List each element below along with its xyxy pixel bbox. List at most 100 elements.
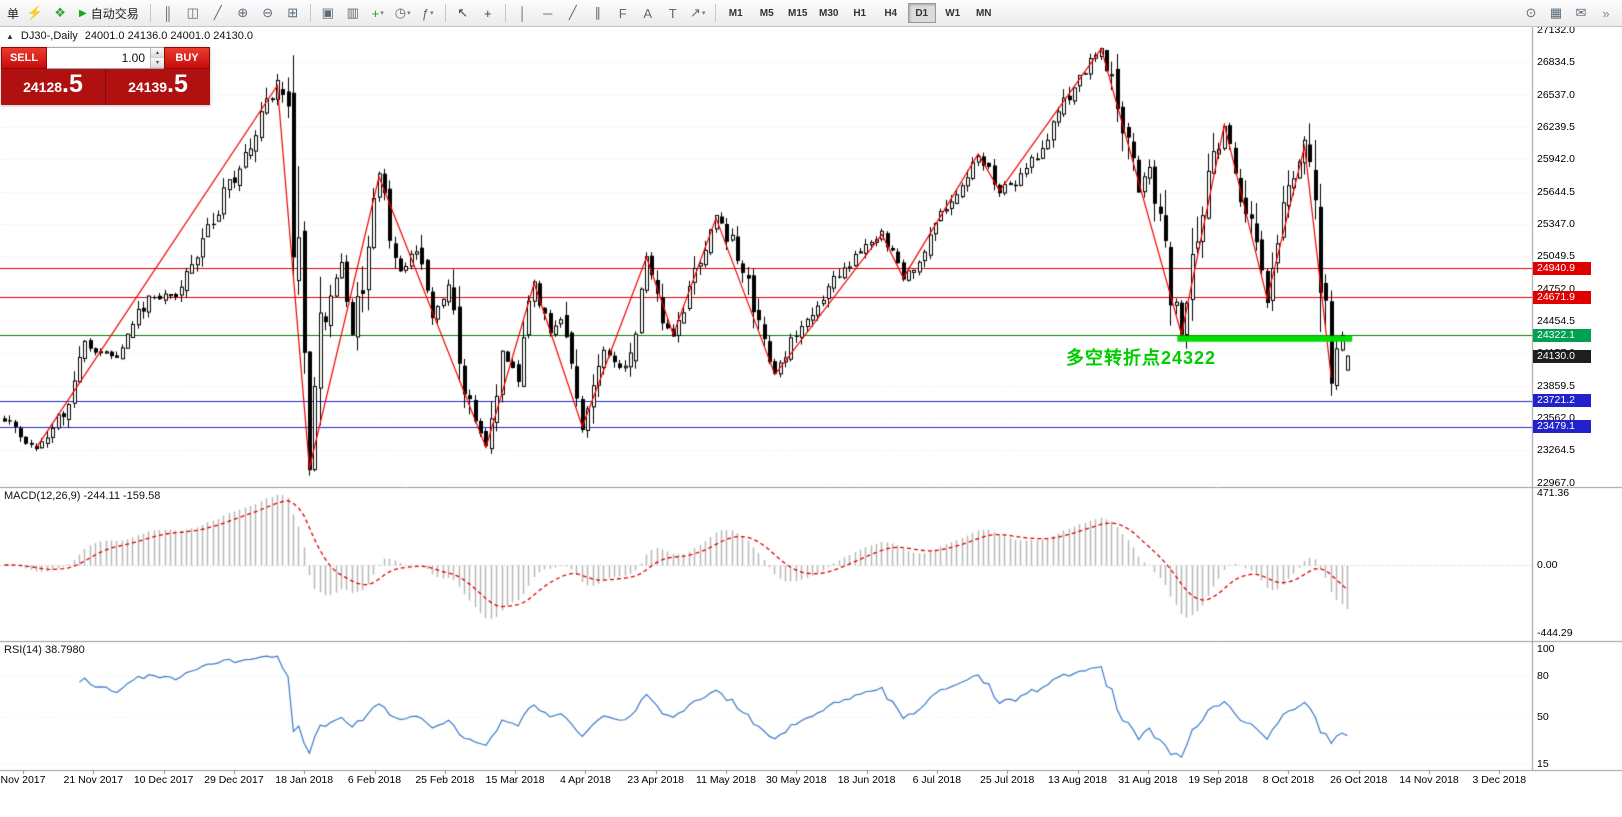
tile-windows-icon[interactable]: ⊞ xyxy=(281,3,305,23)
one-click-trading-panel: SELL 1.00 ▴ ▾ BUY 24128 .5 24139 .5 xyxy=(1,47,210,105)
new-chart-icon: + xyxy=(371,5,380,21)
horizontal-line-icon: ─ xyxy=(543,5,553,21)
timeframe-button-m1[interactable]: M1 xyxy=(728,7,743,19)
vertical-line-icon: │ xyxy=(518,5,527,21)
data-window-icon: ▦ xyxy=(1549,5,1563,20)
volume-down-button[interactable]: ▾ xyxy=(151,58,164,68)
toolbar-separator xyxy=(149,4,151,22)
zoom-out-icon: ⊖ xyxy=(262,5,274,20)
indicators-icon[interactable]: ƒ ▾ xyxy=(416,3,440,23)
sell-button[interactable]: SELL xyxy=(1,47,47,69)
sell-price-main: 24128 xyxy=(23,79,63,95)
volume-up-button[interactable]: ▴ xyxy=(151,48,164,58)
line-chart-icon[interactable]: ╱ xyxy=(206,3,230,23)
candlestick-chart-icon: ◫ xyxy=(186,5,199,20)
periods-icon: ◷ xyxy=(394,5,407,20)
volume-value: 1.00 xyxy=(121,51,145,65)
bar-chart-icon: ║ xyxy=(163,5,173,21)
rsi-indicator-label: RSI(14) 38.7980 xyxy=(4,644,85,656)
symbol-period-label: DJ30-,Daily xyxy=(20,30,78,42)
timeframe-button-d1[interactable]: D1 xyxy=(907,3,936,23)
dropdown-caret-icon: ▾ xyxy=(430,10,434,17)
arrange-auto-icon: ▣ xyxy=(321,5,334,20)
timeframe-button-m30[interactable]: M30 xyxy=(819,7,839,19)
sell-price-pips: .5 xyxy=(62,70,83,98)
toolbar-overflow-icon: » xyxy=(1602,5,1610,21)
autotrade-play-icon: ▶ xyxy=(79,7,87,19)
fibonacci-icon: F xyxy=(618,5,627,21)
autotrade-button[interactable]: ▶ 自动交易 xyxy=(73,3,145,23)
arrows-icon[interactable]: ↗ ▾ xyxy=(686,3,710,23)
search-icon: ⊙ xyxy=(1525,5,1537,20)
line-chart-icon: ╱ xyxy=(213,5,222,20)
macd-indicator-label: MACD(12,26,9) -244.11 -159.58 xyxy=(4,490,161,502)
trendline-icon: ╱ xyxy=(568,5,577,20)
periods-icon[interactable]: ◷ ▾ xyxy=(391,3,415,23)
indicators-icon: ƒ xyxy=(421,5,430,21)
timeframe-button-h4[interactable]: H4 xyxy=(884,7,898,19)
toolbar-overflow-icon[interactable]: » xyxy=(1594,3,1618,23)
one-click-trading-toggle-icon[interactable]: ▲ xyxy=(6,31,14,41)
arrange-windows-icon: ▥ xyxy=(346,5,359,20)
toolbar: 单 ⚡ ❖ ▶ 自动交易 ║ ◫ ╱ ⊕ ⊖ ⊞ ▣ ▥ + ▾ ◷ ▾ ƒ ▾ ↖ + │ ─ ╱ ∥ F A T ↗ ▾ M1 M5 M15… xyxy=(0,0,1622,27)
crosshair-icon: + xyxy=(483,5,492,21)
toolbar-separator xyxy=(504,4,506,22)
toolbar-separator xyxy=(444,4,446,22)
data-window-icon[interactable]: ▦ xyxy=(1544,3,1568,23)
cursor-icon: ↖ xyxy=(457,5,469,20)
arrange-windows-icon[interactable]: ▥ xyxy=(341,3,365,23)
channel-icon: ∥ xyxy=(594,5,601,20)
cursor-icon[interactable]: ↖ xyxy=(451,3,475,23)
horizontal-line-icon[interactable]: ─ xyxy=(536,3,560,23)
label-icon: T xyxy=(668,5,677,21)
new-order-icon[interactable]: ⚡ xyxy=(23,3,47,23)
dropdown-caret-icon: ▾ xyxy=(380,10,384,17)
text-icon[interactable]: A xyxy=(636,3,660,23)
buy-price-main: 24139 xyxy=(128,79,168,95)
chart-ohlc-header: ▲ DJ30-,Daily 24001.0 24136.0 24001.0 24… xyxy=(6,30,253,42)
fibonacci-icon[interactable]: F xyxy=(611,3,635,23)
chat-icon: ✉ xyxy=(1575,5,1587,20)
timeframe-button-w1[interactable]: W1 xyxy=(945,7,961,19)
label-icon[interactable]: T xyxy=(661,3,685,23)
chat-icon[interactable]: ✉ xyxy=(1569,3,1593,23)
zoom-out-icon[interactable]: ⊖ xyxy=(256,3,280,23)
ohlc-values: 24001.0 24136.0 24001.0 24130.0 xyxy=(84,30,253,42)
timeframe-button-h1[interactable]: H1 xyxy=(853,7,867,19)
zoom-in-icon[interactable]: ⊕ xyxy=(231,3,255,23)
toolbar-separator xyxy=(714,4,716,22)
expert-advisors-icon: ❖ xyxy=(54,5,66,20)
search-icon[interactable]: ⊙ xyxy=(1519,3,1543,23)
buy-button[interactable]: BUY xyxy=(164,47,210,69)
chart-canvas[interactable] xyxy=(0,27,1622,817)
bar-chart-icon[interactable]: ║ xyxy=(156,3,180,23)
sell-price-display[interactable]: 24128 .5 xyxy=(1,69,106,105)
volume-spinner: ▴ ▾ xyxy=(150,48,164,68)
timeframe-button-mn[interactable]: MN xyxy=(975,7,992,19)
autotrade-label: 自动交易 xyxy=(90,6,139,21)
text-icon: A xyxy=(643,5,653,21)
zoom-in-icon: ⊕ xyxy=(237,5,249,20)
candlestick-chart-icon[interactable]: ◫ xyxy=(181,3,205,23)
arrows-icon: ↗ xyxy=(690,5,701,20)
timeframe-button-m5[interactable]: M5 xyxy=(759,7,774,19)
dropdown-caret-icon: ▾ xyxy=(701,10,706,17)
timeframe-button-m15[interactable]: M15 xyxy=(788,7,808,19)
buy-price-pips: .5 xyxy=(167,70,188,98)
expert-advisors-icon[interactable]: ❖ xyxy=(48,3,72,23)
trendline-icon[interactable]: ╱ xyxy=(561,3,585,23)
dropdown-caret-icon: ▾ xyxy=(407,10,411,17)
vertical-line-icon[interactable]: │ xyxy=(511,3,535,23)
buy-price-display[interactable]: 24139 .5 xyxy=(106,69,210,105)
new-chart-icon[interactable]: + ▾ xyxy=(366,3,390,23)
chart-annotation-text: 多空转折点24322 xyxy=(1066,348,1217,368)
new-order-icon: ⚡ xyxy=(26,5,44,20)
arrange-auto-icon[interactable]: ▣ xyxy=(316,3,340,23)
channel-icon[interactable]: ∥ xyxy=(586,3,610,23)
volume-input[interactable]: 1.00 ▴ ▾ xyxy=(47,47,164,69)
chart-area: ▲ DJ30-,Daily 24001.0 24136.0 24001.0 24… xyxy=(0,24,1622,817)
tile-windows-icon: ⊞ xyxy=(287,5,299,20)
crosshair-icon[interactable]: + xyxy=(476,3,500,23)
toolbar-separator xyxy=(309,4,311,22)
order-menu-label[interactable]: 单 xyxy=(7,6,20,21)
